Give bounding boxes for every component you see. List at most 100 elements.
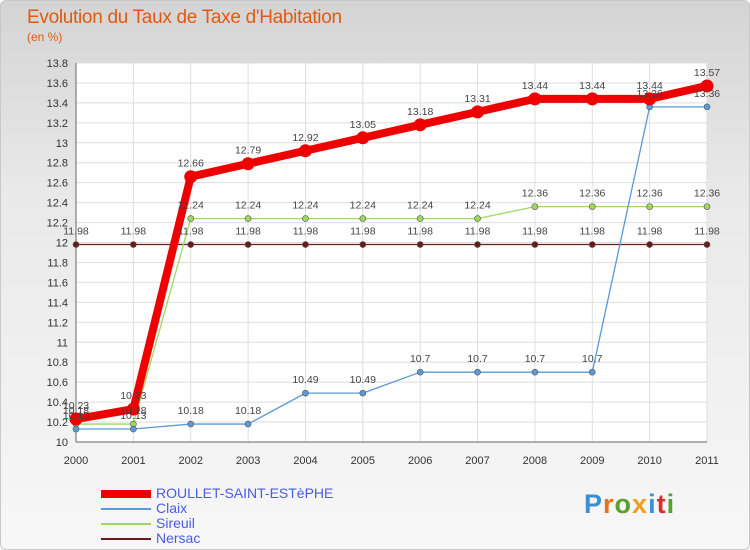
y-tick-label: 11.6 [47, 277, 68, 289]
data-label: 12.24 [178, 200, 204, 212]
y-tick-label: 10 [56, 437, 68, 449]
data-point [184, 170, 198, 184]
data-label: 11.98 [293, 226, 319, 238]
data-point [359, 389, 367, 397]
data-point [588, 241, 596, 248]
data-label: 10.49 [350, 374, 376, 386]
data-label: 12.36 [694, 188, 720, 200]
data-point [646, 241, 653, 248]
data-label: 12.24 [407, 200, 433, 212]
data-label: 12.36 [522, 188, 548, 200]
data-point [474, 241, 481, 248]
data-point [359, 215, 367, 222]
data-point [474, 368, 481, 376]
logo-letter: i [666, 489, 676, 519]
chart-title: Evolution du Taux de Taxe d'Habitation [27, 7, 342, 28]
legend-label: Claix [156, 500, 188, 516]
data-point [244, 420, 252, 428]
data-point [588, 203, 596, 210]
data-label: 11.98 [580, 226, 606, 238]
y-tick-label: 13.6 [47, 78, 68, 90]
data-label: 13.05 [350, 119, 376, 131]
data-label: 13.36 [694, 88, 720, 100]
data-label: 11.98 [63, 226, 89, 238]
data-point [585, 92, 599, 106]
y-tick-label: 13.2 [47, 118, 68, 130]
data-label: 10.18 [178, 405, 204, 417]
data-label: 11.98 [637, 226, 663, 238]
data-point [298, 144, 312, 158]
data-label: 10.49 [292, 374, 318, 386]
data-point [302, 389, 309, 397]
data-label: 13.44 [579, 80, 605, 92]
data-label: 12.66 [178, 158, 204, 170]
data-label: 12.36 [636, 188, 662, 200]
data-point [130, 241, 137, 248]
data-label: 10.13 [120, 410, 146, 422]
data-point [700, 79, 714, 93]
data-point [528, 92, 542, 106]
data-point [703, 241, 711, 248]
series-line [75, 106, 708, 430]
proxiti-logo: Proxiti [584, 489, 675, 520]
y-tick-label: 11.4 [47, 297, 68, 309]
chart-subtitle: (en %) [27, 30, 63, 44]
data-label: 10.7 [525, 353, 546, 365]
data-point [471, 105, 485, 119]
data-label: 11.98 [694, 226, 720, 238]
y-tick-label: 12.2 [47, 218, 68, 230]
legend-label: Nersac [156, 530, 201, 546]
logo-letter: i [648, 489, 657, 519]
data-point [531, 241, 539, 248]
x-tick-label: 2001 [121, 455, 145, 467]
data-label: 11.98 [235, 226, 261, 238]
y-tick-label: 10.6 [47, 377, 68, 389]
data-point [703, 203, 711, 210]
x-tick-label: 2011 [695, 455, 719, 467]
logo-letter: P [584, 489, 604, 519]
data-label: 11.98 [178, 226, 204, 238]
data-point [413, 118, 427, 132]
data-point [241, 157, 255, 171]
data-label: 13.18 [407, 106, 433, 118]
legend-swatch [101, 523, 151, 525]
data-label: 12.36 [579, 188, 605, 200]
logo-letter: x [632, 489, 649, 519]
data-point [588, 368, 596, 376]
data-point [187, 215, 195, 222]
data-point [531, 203, 539, 210]
data-label: 10.7 [467, 353, 488, 365]
legend-label: Sireuil [156, 515, 195, 531]
x-tick-label: 2002 [178, 455, 202, 467]
data-label: 10.23 [63, 400, 89, 412]
data-label: 12.24 [350, 200, 376, 212]
y-tick-label: 12 [56, 238, 68, 250]
data-label: 13.57 [694, 67, 720, 79]
data-point [302, 215, 309, 222]
series-line [72, 81, 711, 424]
data-label: 11.98 [465, 226, 491, 238]
y-tick-label: 12.8 [47, 158, 68, 170]
data-point [72, 425, 80, 433]
data-label: 11.98 [522, 226, 548, 238]
data-point [646, 203, 653, 210]
y-tick-label: 10.8 [47, 357, 68, 369]
data-label: 12.24 [464, 200, 490, 212]
y-tick-label: 12.4 [47, 198, 68, 210]
data-point [416, 241, 424, 248]
y-tick-label: 11.2 [47, 317, 68, 329]
data-label: 13.44 [636, 80, 662, 92]
data-point [69, 412, 83, 426]
data-point [130, 425, 137, 433]
data-label: 11.98 [407, 226, 433, 238]
data-label: 10.13 [63, 410, 89, 422]
x-tick-label: 2009 [580, 455, 604, 467]
y-tick-label: 11.8 [47, 257, 68, 269]
data-label: 13.36 [636, 88, 662, 100]
x-tick-label: 2006 [408, 455, 432, 467]
data-label: 10.18 [63, 405, 89, 417]
y-tick-label: 13 [56, 138, 68, 150]
y-tick-label: 10.2 [47, 417, 68, 429]
